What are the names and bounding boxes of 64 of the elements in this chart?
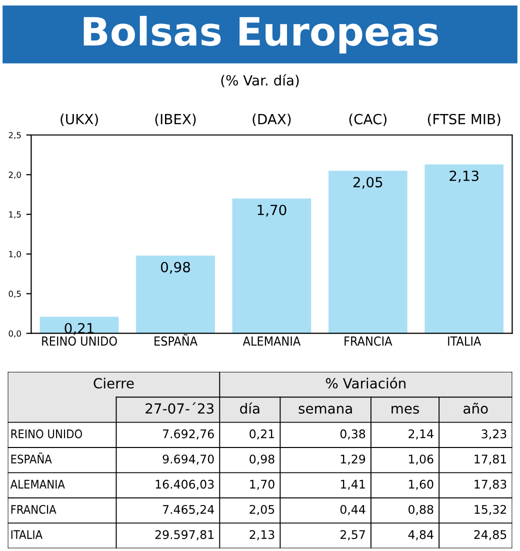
x-tick-label: ESPAÑA	[154, 334, 198, 346]
text: 17,83	[474, 480, 506, 490]
category-label: semana	[298, 406, 352, 414]
text: (FTSE MIB)	[428, 114, 500, 126]
x-tick-label: ALEMANIA	[242, 336, 301, 346]
text: 3,23	[482, 429, 506, 440]
text: 24,85	[474, 530, 506, 540]
text: (CAC)	[349, 114, 386, 126]
chart-title: Bolsas Europeas	[84, 16, 438, 54]
text: (DAX)	[252, 114, 291, 126]
category-label: ALEMANIA	[10, 480, 65, 489]
text: 0,88	[408, 504, 434, 516]
x-tick-label: REINO UNIDO	[42, 336, 117, 346]
text: % Variación	[326, 377, 406, 389]
x-tick-label: FRANCIA	[344, 336, 392, 346]
bar	[328, 170, 408, 334]
bar	[40, 316, 119, 334]
y-tick-label: 2,0	[8, 172, 21, 179]
y-tick-label: 0,5	[8, 290, 21, 298]
category-label: mes	[392, 406, 419, 414]
text: 1,70	[250, 480, 274, 490]
text: 29.597,81	[155, 530, 214, 540]
data-label: 2,13	[450, 170, 478, 183]
text: 2,14	[408, 429, 434, 440]
text: 15,32	[474, 504, 506, 516]
text: 1,60	[409, 480, 434, 490]
text: 4,84	[408, 530, 434, 540]
category-label: 27-07-´23	[146, 402, 214, 414]
data-label: 0,98	[160, 262, 190, 274]
text: 7.465,24	[163, 504, 214, 516]
category-label: día	[240, 402, 260, 414]
text: (UKX)	[60, 114, 98, 126]
y-tick-label: 2,5	[8, 132, 21, 140]
y-tick-label: 1,0	[9, 250, 21, 258]
category-label: ITALIA	[11, 530, 43, 539]
text: 17,81	[474, 454, 506, 465]
text: (IBEX)	[155, 114, 196, 126]
y-tick-label: 0,0	[8, 330, 21, 338]
text: 1,06	[409, 454, 434, 465]
text: Cierre	[94, 378, 134, 389]
category-label: FRANCIA	[11, 504, 56, 514]
data-label: 2,05	[353, 176, 382, 189]
text: 9.694,70	[162, 454, 214, 465]
text: 16.406,03	[156, 480, 214, 490]
x-tick-label: ITALIA	[448, 336, 482, 346]
y-tick-label: 1,5	[9, 211, 21, 218]
category-label: año	[464, 402, 488, 414]
text: 0,98	[250, 454, 274, 465]
text: 2,13	[250, 530, 274, 540]
text: 2,05	[250, 504, 274, 516]
chart-subtitle: (% Var. día)	[221, 74, 299, 88]
category-label: REINO UNIDO	[11, 429, 82, 438]
bar	[424, 164, 504, 334]
text: 0,44	[340, 504, 366, 516]
text: 1,29	[340, 454, 366, 465]
text: 2,57	[340, 530, 365, 540]
data-label: 1,70	[258, 204, 286, 217]
text: 1,41	[340, 480, 365, 490]
bar	[136, 256, 215, 334]
text: 7.692,76	[163, 429, 214, 440]
bar	[232, 198, 312, 334]
category-label: ESPAÑA	[11, 452, 52, 464]
text: 0,21	[250, 429, 274, 440]
text: 0,38	[340, 429, 366, 440]
